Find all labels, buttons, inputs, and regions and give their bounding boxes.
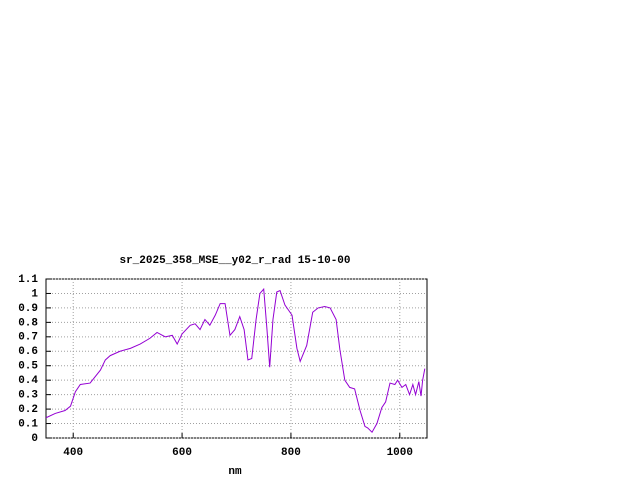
y-tick-label: 0.3 (18, 390, 38, 402)
y-tick-label: 0.1 (18, 418, 38, 430)
y-tick-label: 0 (31, 433, 38, 445)
x-tick-label: 1000 (387, 447, 413, 459)
y-tick-label: 0.2 (18, 404, 38, 416)
x-tick-label: 600 (172, 447, 192, 459)
y-tick-label: 0.4 (18, 375, 38, 387)
y-tick-label: 0.9 (18, 303, 38, 315)
y-tick-label: 0.6 (18, 346, 38, 358)
y-tick-label: 0.5 (18, 361, 38, 373)
x-tick-label: 400 (63, 447, 83, 459)
chart-title: sr_2025_358_MSE__y02_r_rad 15-10-00 (119, 255, 350, 267)
x-tick-label: 800 (281, 447, 301, 459)
y-tick-label: 0.7 (18, 332, 38, 344)
y-tick-label: 0.8 (18, 317, 38, 329)
data-line (45, 287, 426, 434)
y-tick-label: 1 (31, 288, 38, 300)
x-axis-label: nm (228, 466, 242, 478)
plot-border (45, 278, 428, 439)
y-tick-label: 1.1 (18, 274, 38, 286)
